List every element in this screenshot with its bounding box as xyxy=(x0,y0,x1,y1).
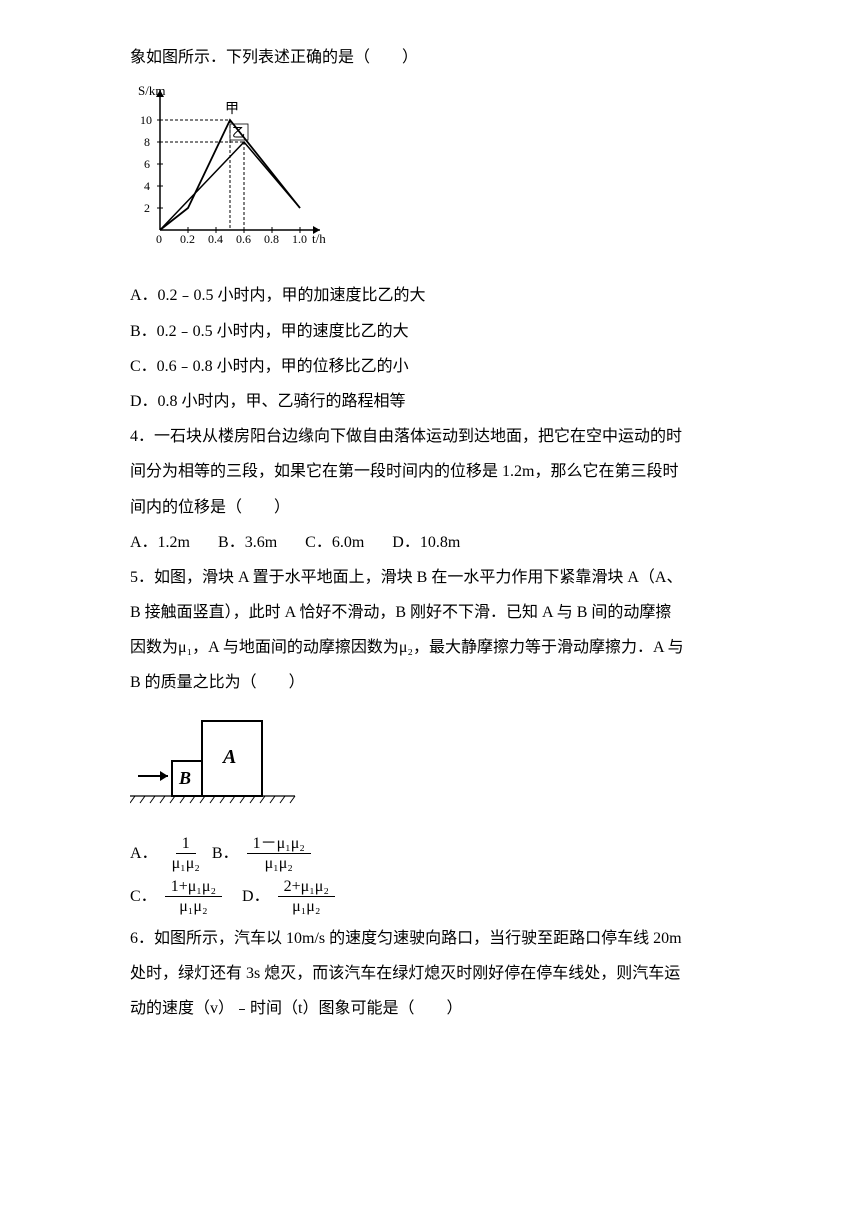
label-B: B xyxy=(178,768,191,788)
q4-optD: D．10.8m xyxy=(392,534,460,551)
q4-optC: C．6.0m xyxy=(305,534,364,551)
svg-text:6: 6 xyxy=(144,157,150,171)
q5-optD-frac: 2+μ₁μ₂ μ₁μ₂ xyxy=(278,877,335,916)
label-jia: 甲 xyxy=(225,102,239,117)
q5-diagram: B A xyxy=(130,711,730,824)
q4-optA: A．1.2m xyxy=(130,534,190,551)
force-arrowhead xyxy=(160,771,168,781)
q5-stem-1: 5．如图，滑块 A 置于水平地面上，滑块 B 在一水平力作用下紧靠滑块 A（A、 xyxy=(130,560,730,595)
q5-stem-2: B 接触面竖直），此时 A 恰好不滑动，B 刚好不下滑．已知 A 与 B 间的动… xyxy=(130,595,730,630)
q4-optB: B．3.6m xyxy=(218,534,277,551)
svg-text:0.4: 0.4 xyxy=(208,232,223,246)
q3-optA: A．0.2﹣0.5 小时内，甲的加速度比乙的大 xyxy=(130,278,730,313)
svg-text:2: 2 xyxy=(144,201,150,215)
q3-optB: B．0.2﹣0.5 小时内，甲的速度比乙的大 xyxy=(130,314,730,349)
svg-text:8: 8 xyxy=(144,135,150,149)
q4-stem-1: 4．一石块从楼房阳台边缘向下做自由落体运动到达地面，把它在空中运动的时 xyxy=(130,419,730,454)
q5-optC-frac: 1+μ₁μ₂ μ₁μ₂ xyxy=(165,877,222,916)
svg-text:0.8: 0.8 xyxy=(264,232,279,246)
q5-optB-label: B． xyxy=(212,836,239,871)
svg-text:1.0: 1.0 xyxy=(292,232,307,246)
q5-optC-label: C． xyxy=(130,879,157,914)
svg-text:0.6: 0.6 xyxy=(236,232,251,246)
q6-stem-3: 动的速度（v）﹣时间（t）图象可能是（ ） xyxy=(130,991,730,1026)
xlabel: t/h xyxy=(312,231,326,246)
q3-graph: S/km t/h 2 4 6 8 10 0 0.2 0.4 0.6 0.8 1.… xyxy=(130,80,730,273)
q3-optC: C．0.6﹣0.8 小时内，甲的位移比乙的小 xyxy=(130,349,730,384)
q5-opts-row1: A． 1 μ₁μ₂ B． 1－μ₁μ₂ μ₁μ₂ xyxy=(130,834,730,873)
q3-optD: D．0.8 小时内，甲、乙骑行的路程相等 xyxy=(130,384,730,419)
q6-stem-1: 6．如图所示，汽车以 10m/s 的速度匀速驶向路口，当行驶至距路口停车线 20… xyxy=(130,921,730,956)
q4-stem-3: 间内的位移是（ ） xyxy=(130,490,730,525)
q4-stem-2: 间分为相等的三段，如果它在第一段时间内的位移是 1.2m，那么它在第三段时 xyxy=(130,454,730,489)
svg-text:乙: 乙 xyxy=(232,125,245,140)
q5-opts-row2: C． 1+μ₁μ₂ μ₁μ₂ D． 2+μ₁μ₂ μ₁μ₂ xyxy=(130,877,730,916)
q5-stem-3: 因数为μ₁，A 与地面间的动摩擦因数为μ₂，最大静摩擦力等于滑动摩擦力．A 与 xyxy=(130,630,730,665)
svg-text:0: 0 xyxy=(156,232,162,246)
q3-stem-cont: 象如图所示．下列表述正确的是（ ） xyxy=(130,40,730,75)
ylabel: S/km xyxy=(138,83,165,98)
ground-hatch xyxy=(130,796,295,803)
q6-stem-2: 处时，绿灯还有 3s 熄灭，而该汽车在绿灯熄灭时刚好停在停车线处，则汽车运 xyxy=(130,956,730,991)
label-A: A xyxy=(221,746,236,768)
q4-options: A．1.2m B．3.6m C．6.0m D．10.8m xyxy=(130,525,730,560)
q5-optA-frac: 1 μ₁μ₂ xyxy=(166,834,206,873)
svg-text:0.2: 0.2 xyxy=(180,232,195,246)
q5-optA-label: A． xyxy=(130,836,158,871)
label-yi-box: 乙 xyxy=(230,124,248,140)
q5-stem-4: B 的质量之比为（ ） xyxy=(130,665,730,700)
svg-text:4: 4 xyxy=(144,179,150,193)
svg-text:10: 10 xyxy=(140,113,152,127)
q5-optB-frac: 1－μ₁μ₂ μ₁μ₂ xyxy=(247,834,311,873)
q5-optD-label: D． xyxy=(242,879,270,914)
